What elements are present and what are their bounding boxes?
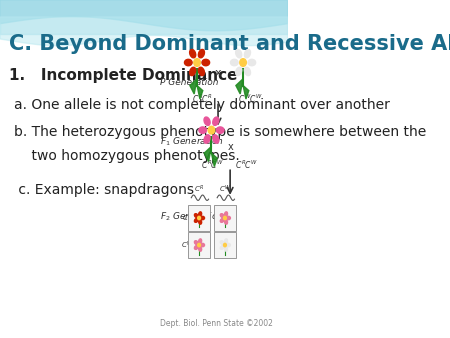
Ellipse shape [248, 59, 256, 66]
Ellipse shape [199, 127, 207, 134]
Circle shape [224, 216, 226, 220]
Text: $C^W$: $C^W$ [181, 239, 194, 251]
Ellipse shape [194, 214, 198, 218]
Ellipse shape [226, 216, 230, 220]
Text: $C^W$: $C^W$ [219, 184, 231, 195]
Ellipse shape [225, 247, 228, 251]
Ellipse shape [201, 216, 205, 220]
Text: F$_2$ Generation: F$_2$ Generation [160, 210, 224, 222]
Ellipse shape [220, 218, 224, 222]
Text: two homozygous phenotypes.: two homozygous phenotypes. [14, 149, 240, 163]
Polygon shape [243, 86, 249, 99]
Text: C. Beyond Dominant and Recessive Alleles: C. Beyond Dominant and Recessive Alleles [9, 34, 450, 54]
Ellipse shape [244, 49, 251, 58]
Ellipse shape [198, 49, 204, 58]
Ellipse shape [198, 212, 202, 216]
Polygon shape [0, 0, 288, 34]
Polygon shape [236, 79, 243, 94]
Text: $C^WC^W$: $C^WC^W$ [238, 93, 263, 105]
Ellipse shape [198, 247, 202, 251]
Ellipse shape [198, 239, 202, 243]
Ellipse shape [189, 49, 196, 58]
Polygon shape [0, 17, 288, 46]
Polygon shape [212, 153, 217, 167]
Ellipse shape [189, 67, 196, 76]
Ellipse shape [220, 214, 224, 218]
Ellipse shape [194, 245, 198, 249]
FancyBboxPatch shape [214, 232, 236, 258]
Ellipse shape [194, 241, 198, 245]
Ellipse shape [220, 241, 224, 245]
Ellipse shape [236, 49, 242, 58]
Ellipse shape [198, 67, 204, 76]
Text: Dept. Biol. Penn State ©2002: Dept. Biol. Penn State ©2002 [160, 319, 273, 328]
Circle shape [198, 243, 201, 247]
Ellipse shape [236, 67, 242, 76]
Ellipse shape [230, 59, 238, 66]
Ellipse shape [204, 135, 210, 143]
Ellipse shape [202, 59, 210, 66]
Ellipse shape [225, 220, 228, 224]
Ellipse shape [225, 212, 228, 216]
Ellipse shape [184, 59, 192, 66]
Ellipse shape [194, 218, 198, 222]
FancyBboxPatch shape [188, 205, 210, 231]
Ellipse shape [201, 243, 205, 247]
Ellipse shape [216, 127, 224, 134]
Ellipse shape [198, 220, 202, 224]
Circle shape [194, 59, 200, 66]
Text: 1.   Incomplete Dominance: 1. Incomplete Dominance [9, 68, 237, 82]
Text: $C^RC^W$: $C^RC^W$ [201, 159, 225, 171]
Ellipse shape [225, 239, 228, 243]
Text: x: x [215, 68, 221, 78]
Ellipse shape [220, 245, 224, 249]
FancyBboxPatch shape [214, 205, 236, 231]
Ellipse shape [213, 117, 219, 125]
Ellipse shape [244, 67, 251, 76]
Text: $C^R$: $C^R$ [194, 184, 204, 195]
Circle shape [208, 126, 215, 134]
Text: b. The heterozygous phenotype is somewhere between the: b. The heterozygous phenotype is somewhe… [14, 125, 427, 139]
Text: c. Example: snapdragons: c. Example: snapdragons [14, 183, 194, 196]
Circle shape [198, 216, 201, 220]
Polygon shape [197, 86, 203, 99]
Circle shape [240, 59, 246, 66]
Text: x: x [227, 142, 233, 152]
Text: a. One allele is not completely dominant over another: a. One allele is not completely dominant… [14, 98, 390, 112]
Text: $C^R$: $C^R$ [182, 212, 193, 224]
FancyBboxPatch shape [188, 232, 210, 258]
Text: F$_1$ Generation: F$_1$ Generation [160, 136, 224, 148]
Polygon shape [0, 0, 288, 31]
Ellipse shape [213, 135, 219, 143]
Text: $C^RC^R$: $C^RC^R$ [192, 93, 213, 105]
Circle shape [224, 243, 226, 247]
Ellipse shape [204, 117, 210, 125]
Ellipse shape [226, 243, 230, 247]
Text: P Generation: P Generation [160, 78, 218, 87]
Polygon shape [190, 79, 197, 94]
Text: $C^RC^W$: $C^RC^W$ [235, 159, 259, 171]
Polygon shape [204, 146, 212, 162]
